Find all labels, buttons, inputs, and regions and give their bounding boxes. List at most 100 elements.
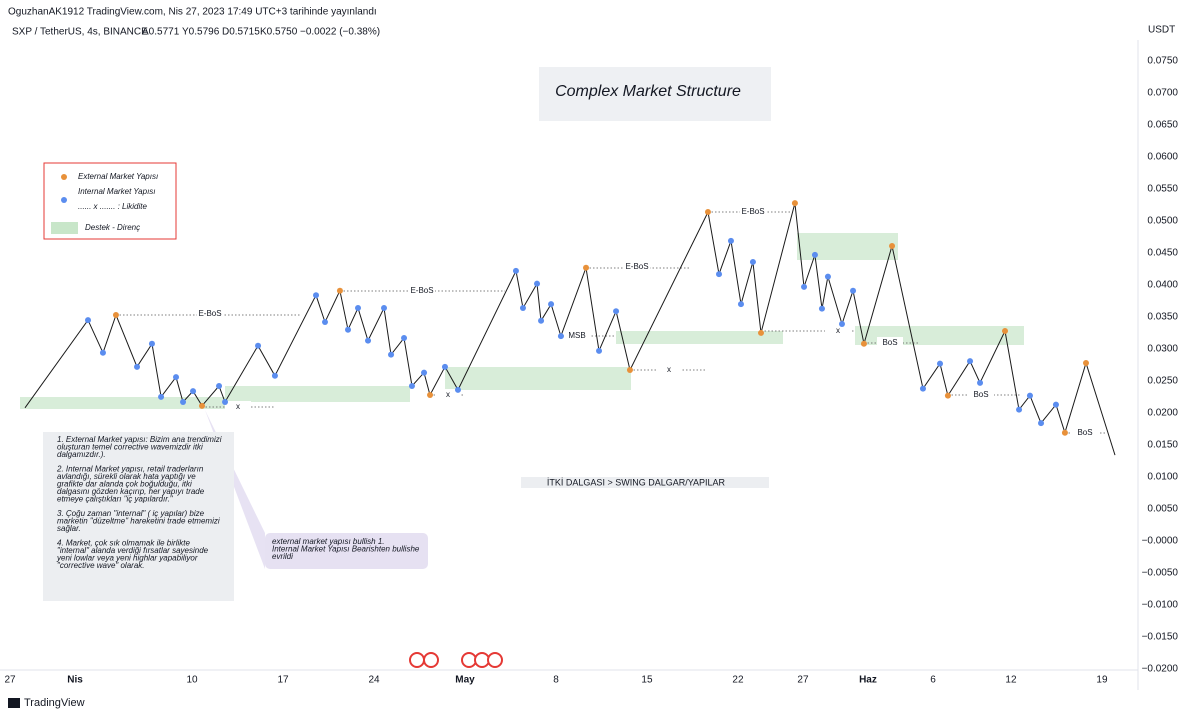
note-line: avlandığı, sürekli olarak hata yaptığı v… [57, 472, 196, 481]
point [937, 360, 944, 367]
point [365, 337, 372, 344]
x-tick-label: 27 [797, 675, 809, 686]
point [557, 333, 564, 340]
x-tick-label: 6 [930, 675, 936, 686]
note-line: "internal" alanda verdiği fırsatlar saye… [57, 546, 209, 555]
flag [423, 652, 439, 668]
annotation: E-BoS [410, 286, 433, 295]
legend-swatch [51, 222, 78, 234]
point [381, 304, 388, 311]
point [727, 237, 734, 244]
point [538, 317, 545, 324]
annotation: x [446, 390, 450, 399]
annotation-bg [197, 308, 223, 320]
x-tick-label: 27 [4, 675, 16, 686]
annotation-bg [624, 261, 650, 273]
annotation: x [236, 402, 240, 411]
point [345, 326, 352, 333]
annotation: x [836, 326, 840, 335]
point [704, 209, 711, 216]
point [811, 251, 818, 258]
y-tick-label: 0.0400 [1147, 280, 1178, 291]
point [977, 379, 984, 386]
x-tick-label: 22 [732, 675, 744, 686]
notes-box [43, 432, 234, 601]
annotation-bg [825, 325, 851, 337]
y-tick-label: 0.0500 [1147, 216, 1178, 227]
point [408, 383, 415, 390]
point [388, 351, 395, 358]
annotation-bg [225, 401, 251, 413]
note-line: 1. External Market yapısı: Bizim ana tre… [57, 435, 222, 444]
point [626, 367, 633, 374]
notes: 1. External Market yapısı: Bizim ana tre… [56, 435, 222, 570]
note-line: 2. Internal Market yapısı, retail trader… [56, 465, 204, 474]
point [512, 267, 519, 274]
y-tick-label: 0.0650 [1147, 120, 1178, 131]
note-line: sağlar. [57, 524, 81, 533]
point [85, 317, 92, 324]
note-line: 4. Market, çok sık olmamak ile birlikte [57, 539, 190, 548]
point [757, 329, 764, 336]
x-tick-label: 15 [641, 675, 653, 686]
point [850, 287, 857, 294]
y-tick-label: 0.0200 [1147, 408, 1178, 419]
y-tick-label: −0.0100 [1142, 599, 1179, 610]
legend-label: Internal Market Yapısı [78, 187, 156, 196]
point [313, 292, 320, 299]
legend-marker [61, 197, 67, 203]
y-tick-label: 0.0250 [1147, 376, 1178, 387]
logo[interactable] [8, 698, 20, 708]
point [180, 399, 187, 406]
point [818, 305, 825, 312]
flag [409, 652, 425, 668]
point [889, 242, 896, 249]
point [944, 392, 951, 399]
point [1016, 406, 1023, 413]
annotation: E-BoS [741, 207, 764, 216]
x-tick-label: 24 [368, 675, 380, 686]
close: K0.5750 [260, 27, 298, 38]
annotation: BoS [1077, 428, 1092, 437]
open: A0.5771 [142, 27, 180, 38]
y-tick-label: 0.0150 [1147, 440, 1178, 451]
point [158, 393, 165, 400]
note-line: "corrective wave" olarak. [57, 561, 145, 570]
y-tick-label: 0.0600 [1147, 152, 1178, 163]
chart-title: Complex Market Structure [555, 83, 741, 100]
annotation-bg [1072, 427, 1098, 439]
legend-marker [61, 174, 67, 180]
x-tick-label: 17 [277, 675, 289, 686]
flag [487, 652, 503, 668]
callout: external market yapısı bullish 1.Interna… [272, 537, 420, 561]
point [1052, 401, 1059, 408]
annotation-bg [435, 389, 461, 401]
annotation: BoS [973, 390, 988, 399]
y-tick-label: −0.0150 [1142, 631, 1179, 642]
y-tick-label: 0.0300 [1147, 344, 1178, 355]
legend-label: Destek - Direnç [85, 223, 140, 232]
y-unit: USDT [1148, 25, 1175, 36]
callout-line: evrildi [272, 552, 293, 561]
wave-note-box [521, 477, 769, 488]
point [1026, 392, 1033, 399]
annotation-bg [656, 364, 682, 376]
brand[interactable]: TradingView [24, 697, 85, 709]
x-tick-label: 12 [1005, 675, 1017, 686]
callout-box [265, 533, 428, 569]
point [967, 358, 974, 365]
x-tick-label: 8 [553, 675, 559, 686]
annotation-bg [409, 285, 435, 297]
note-line: etmeye çalıştıkları "iç yapılardır." [57, 495, 174, 504]
note-line: 3. Çoğu zaman "internal" ( iç yapılar) b… [57, 509, 205, 518]
point [355, 304, 362, 311]
point [99, 349, 106, 356]
point [824, 273, 831, 280]
point [112, 312, 119, 319]
point [596, 347, 603, 354]
title-box [539, 67, 771, 121]
point [919, 385, 926, 392]
wave-note: İTKİ DALGASI > SWING DALGAR/YAPILAR [547, 477, 726, 487]
y-tick-label: −0.0200 [1142, 663, 1179, 674]
point [737, 301, 744, 308]
